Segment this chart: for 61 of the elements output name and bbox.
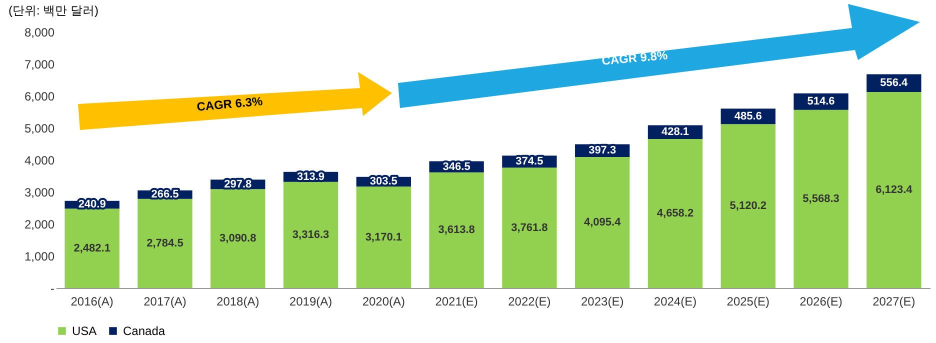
data-label: 374.5 [516,156,544,168]
x-tick-label: 2025(E) [726,294,770,308]
data-label: 4,095.4 [584,216,622,228]
x-tick-label: 2026(E) [800,294,842,308]
bar [794,110,848,288]
data-label: 3,170.1 [365,231,402,244]
legend-label: USA [72,324,97,338]
y-tick-label: 5,000 [24,122,55,136]
data-label: 3,761.8 [511,222,548,234]
bar [575,156,630,288]
data-label: 266.5 [151,188,179,201]
y-axis-title: (단위: 백만 달러) [8,4,98,18]
data-label: 5,120.2 [730,200,766,212]
bar [720,124,776,288]
data-label: 3,613.8 [438,224,475,236]
x-tick-label: 2027(E) [872,294,916,308]
y-tick-label: 3,000 [24,186,55,200]
bar [64,208,120,288]
data-label: 3,090.8 [220,232,256,245]
y-tick-label: 1,000 [24,250,55,264]
y-tick-label: 7,000 [24,58,55,72]
bar [210,189,266,288]
data-label: 3,316.3 [292,228,330,241]
x-tick-label: 2019(A) [289,294,332,308]
data-label: 240.9 [78,198,106,211]
y-tick-label: - [50,282,54,296]
data-label: 2,784.5 [146,237,184,250]
y-tick-label: 8,000 [24,26,55,40]
bar [356,186,411,288]
x-tick-label: 2020(A) [362,294,406,308]
bar [429,172,484,288]
data-label: 428.1 [661,126,689,138]
bar [648,138,703,288]
x-tick-label: 2024(E) [654,294,697,308]
data-label: 2,482.1 [74,242,110,254]
x-tick-label: 2016(A) [70,294,114,308]
data-label: 6,123.4 [876,184,914,196]
x-tick-label: 2022(E) [508,294,551,308]
x-tick-label: 2017(A) [144,294,186,308]
annotation: CAGR 6.3% [196,94,264,114]
bar [502,168,557,288]
legend-label: Canada [123,324,166,338]
x-tick-label: 2023(E) [580,294,624,308]
y-tick-label: 4,000 [24,154,55,168]
data-label: 397.3 [588,144,616,157]
x-tick-label: 2021(E) [435,294,478,308]
y-tick-label: 2,000 [24,218,55,232]
data-label: 346.5 [442,160,470,173]
data-label: 4,658.2 [656,207,694,220]
y-tick-label: 6,000 [24,90,55,104]
data-label: 313.9 [297,170,325,183]
data-label: 303.5 [370,176,398,188]
data-label: 514.6 [807,96,835,108]
data-label: 485.6 [734,110,762,122]
bar [283,182,338,288]
data-label: 556.4 [880,77,909,90]
data-label: 5,568.3 [802,192,840,205]
x-tick-label: 2018(A) [216,294,260,308]
bar [866,92,922,288]
data-label: 297.8 [224,178,252,190]
bar [138,198,192,288]
